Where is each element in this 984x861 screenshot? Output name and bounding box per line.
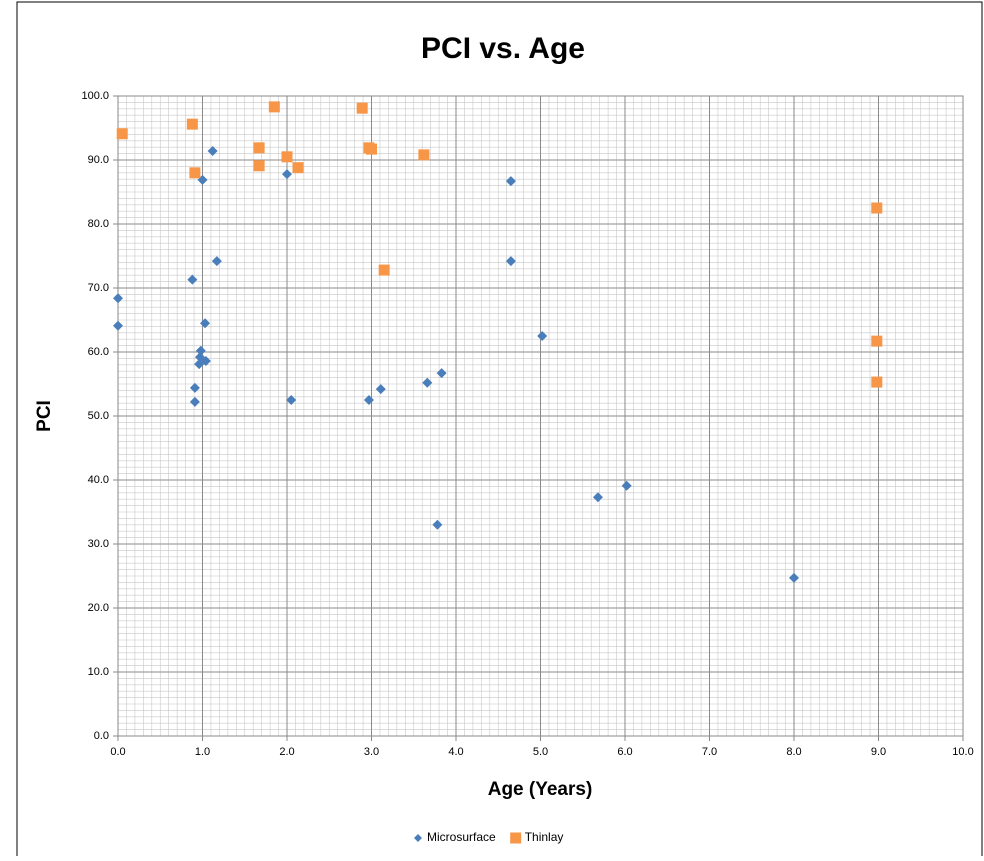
point: [187, 274, 198, 285]
y-tick-label: 60.0: [88, 346, 109, 358]
x-tick-label: 6.0: [617, 746, 632, 758]
point: [281, 151, 293, 163]
y-tick-label: 100.0: [81, 90, 109, 102]
legend-marker: [414, 834, 422, 842]
x-tick-label: 10.0: [952, 746, 973, 758]
point: [194, 359, 205, 370]
point: [253, 142, 265, 154]
point: [366, 143, 377, 155]
x-tick-label: 4.0: [448, 746, 463, 758]
point: [375, 384, 386, 395]
x-tick-label: 3.0: [364, 746, 379, 758]
point: [871, 376, 883, 388]
point: [186, 118, 198, 130]
point: [207, 146, 218, 157]
point: [432, 519, 443, 530]
point: [211, 256, 222, 267]
point: [113, 320, 123, 331]
y-tick-label: 90.0: [88, 154, 109, 166]
y-axis-label: PCI: [34, 400, 55, 432]
point: [422, 377, 433, 388]
y-tick-label: 40.0: [88, 474, 109, 486]
point: [253, 160, 265, 172]
chart-title: PCI vs. Age: [421, 32, 585, 65]
y-tick-label: 70.0: [88, 282, 109, 294]
point: [418, 149, 430, 161]
point: [200, 318, 211, 329]
point: [378, 264, 390, 276]
y-tick-label: 80.0: [88, 218, 109, 230]
plot-area: [117, 95, 964, 737]
y-tick-label: 30.0: [88, 538, 109, 550]
point: [621, 480, 632, 491]
point: [189, 382, 200, 393]
point: [871, 202, 883, 214]
x-axis-label: Age (Years): [488, 779, 593, 800]
point: [268, 101, 280, 113]
point: [282, 169, 292, 180]
point: [363, 395, 374, 405]
y-tick-label: 10.0: [88, 666, 109, 678]
point: [505, 176, 516, 187]
point: [789, 572, 799, 583]
x-tick-label: 0.0: [110, 746, 125, 758]
point: [592, 492, 603, 503]
chart-frame: [16, 1, 983, 861]
point: [189, 167, 201, 179]
legend-label: Thinlay: [525, 830, 564, 844]
point: [505, 256, 516, 267]
legend-label: Microsurface: [427, 830, 496, 844]
x-tick-label: 2.0: [279, 746, 294, 758]
point: [537, 331, 548, 341]
x-tick-label: 5.0: [533, 746, 548, 758]
legend-marker: [510, 832, 522, 844]
x-tick-label: 8.0: [786, 746, 801, 758]
point: [113, 293, 123, 304]
point: [195, 345, 206, 356]
point: [436, 368, 447, 379]
x-tick-label: 1.0: [195, 746, 210, 758]
point: [292, 162, 304, 174]
point: [356, 102, 368, 114]
point: [116, 128, 128, 140]
x-tick-label: 9.0: [871, 746, 886, 758]
y-tick-label: 20.0: [88, 602, 109, 614]
y-tick-label: 50.0: [88, 410, 109, 422]
point: [189, 396, 200, 407]
x-tick-label: 7.0: [702, 746, 717, 758]
y-tick-label: 0.0: [94, 730, 109, 742]
point: [871, 335, 883, 347]
point: [286, 395, 297, 405]
